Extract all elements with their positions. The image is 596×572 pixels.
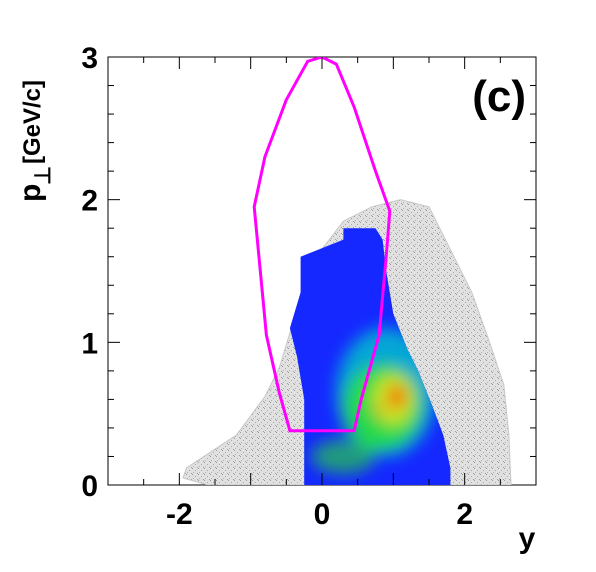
y-axis-label-sub: ⊥: [30, 166, 55, 185]
heatmap-hotspot-5: [311, 439, 376, 474]
y-tick-label: 2: [81, 185, 98, 218]
y-axis-label: p ⊥ [GeV/c]: [14, 80, 55, 202]
y-tick-label: 1: [81, 327, 98, 360]
x-tick-label: 2: [456, 498, 473, 531]
y-axis: 0 1 2 3: [81, 42, 536, 503]
overlay-contour: [252, 57, 392, 433]
y-axis-label-unit: [GeV/c]: [19, 80, 46, 164]
x-axis-label: y: [519, 522, 536, 555]
heatmap-hotspot-4: [375, 406, 383, 416]
x-tick-label: 0: [314, 498, 331, 531]
acceptance-heatmap: [289, 228, 451, 485]
heatmap-hotspot-3: [388, 385, 406, 408]
y-tick-label: 3: [81, 42, 98, 75]
panel-label: (c): [472, 72, 526, 121]
y-axis-label-main: p: [14, 184, 47, 202]
x-tick-label: -2: [166, 498, 193, 531]
y-tick-label: 0: [81, 470, 98, 503]
x-axis: -2 0 2: [107, 57, 537, 531]
